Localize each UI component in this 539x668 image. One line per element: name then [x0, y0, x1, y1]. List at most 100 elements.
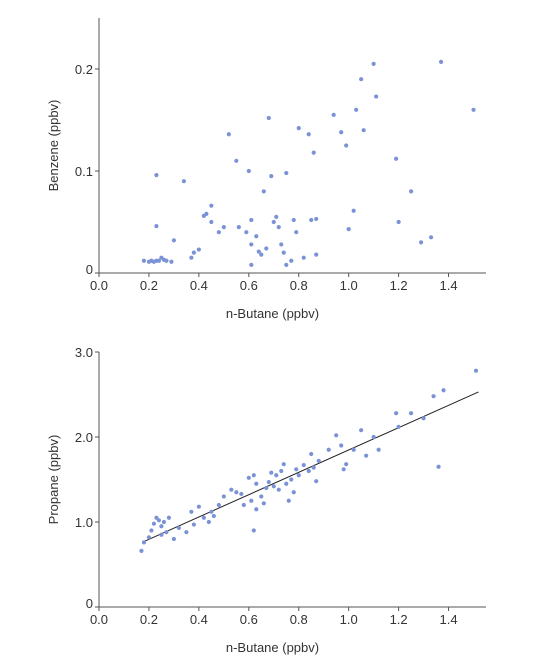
- data-point: [276, 487, 281, 492]
- data-point: [234, 158, 239, 163]
- y-tick-label: 2.0: [75, 430, 93, 445]
- data-point: [441, 388, 446, 393]
- data-point: [246, 168, 251, 174]
- data-point: [259, 252, 264, 257]
- data-point: [251, 473, 256, 478]
- data-point: [281, 462, 286, 467]
- data-point: [351, 208, 356, 213]
- data-point: [249, 217, 254, 223]
- data-point: [254, 234, 259, 239]
- data-point: [296, 126, 301, 131]
- data-point: [396, 219, 401, 225]
- x-tick-label: 0.4: [190, 612, 208, 627]
- y-tick-label: 3.0: [75, 345, 93, 360]
- data-point: [279, 468, 284, 474]
- x-tick-label: 0.6: [240, 612, 258, 627]
- x-tick-label: 0.2: [140, 612, 158, 627]
- x-tick-label: 1.0: [340, 278, 358, 293]
- data-point: [246, 475, 251, 480]
- data-point: [196, 504, 201, 509]
- data-point: [376, 447, 381, 452]
- data-point: [164, 258, 169, 263]
- x-tick-label: 0.0: [90, 612, 108, 627]
- data-point: [431, 394, 436, 399]
- x-tick-label: 1.2: [390, 278, 408, 293]
- data-point: [189, 255, 194, 260]
- data-point: [191, 250, 196, 255]
- data-point: [296, 473, 301, 478]
- data-point: [191, 522, 196, 527]
- data-point: [169, 259, 174, 264]
- data-point: [256, 249, 261, 254]
- data-point: [241, 502, 246, 508]
- data-point: [141, 258, 147, 263]
- data-point: [359, 77, 364, 82]
- data-point: [266, 115, 271, 121]
- data-point: [236, 225, 241, 230]
- data-point: [361, 128, 366, 133]
- trend-line: [143, 391, 479, 543]
- data-point: [301, 255, 306, 260]
- data-point: [161, 519, 167, 525]
- y-tick-label: 0.2: [75, 62, 93, 77]
- data-point: [428, 235, 434, 240]
- data-point: [211, 513, 216, 519]
- x-tick-label: 0.6: [240, 278, 258, 293]
- data-point: [279, 242, 284, 247]
- data-point: [316, 458, 321, 463]
- x-tick-label: 0.2: [140, 278, 158, 293]
- data-point: [269, 470, 274, 475]
- data-point: [284, 481, 289, 486]
- y-axis-label: Propane (ppbv): [46, 435, 61, 525]
- data-point: [339, 443, 344, 448]
- data-point: [311, 465, 316, 470]
- data-point: [154, 172, 159, 178]
- data-point: [408, 189, 414, 194]
- data-point: [371, 434, 376, 440]
- data-point: [396, 424, 401, 429]
- data-point: [221, 494, 226, 499]
- data-point: [394, 156, 399, 161]
- data-point: [184, 530, 189, 535]
- data-point: [266, 479, 271, 485]
- data-point: [418, 240, 424, 245]
- data-point: [229, 487, 234, 492]
- data-point: [206, 519, 211, 525]
- data-point: [154, 223, 159, 229]
- y-tick-label: 0.1: [75, 164, 93, 179]
- data-point: [291, 217, 296, 223]
- data-point: [264, 246, 269, 251]
- data-point: [314, 216, 319, 222]
- data-point: [209, 509, 214, 514]
- data-point: [151, 521, 157, 526]
- data-point: [289, 477, 294, 482]
- data-point: [408, 411, 414, 416]
- data-point: [354, 107, 359, 112]
- data-point: [176, 525, 181, 531]
- data-point: [216, 502, 221, 508]
- data-point: [341, 467, 346, 472]
- data-point: [159, 532, 164, 537]
- y-axis-label: Benzene (ppbv): [46, 100, 61, 192]
- data-point: [289, 258, 294, 263]
- data-point: [473, 368, 479, 373]
- data-point: [294, 467, 299, 472]
- data-point: [306, 132, 311, 137]
- data-point: [149, 528, 154, 533]
- data-point: [291, 490, 296, 495]
- data-point: [249, 242, 254, 247]
- x-axis-label: n-Butane (ppbv): [226, 640, 319, 655]
- data-point: [221, 225, 226, 230]
- x-tick-label: 1.4: [440, 612, 458, 627]
- data-point: [141, 540, 147, 545]
- data-point: [261, 501, 266, 506]
- data-point: [139, 548, 144, 554]
- data-point: [259, 494, 264, 499]
- data-point: [351, 447, 356, 452]
- data-point: [244, 230, 249, 235]
- data-point: [364, 453, 369, 458]
- data-point: [251, 528, 256, 533]
- data-point: [309, 217, 314, 223]
- x-tick-label: 1.0: [340, 612, 358, 627]
